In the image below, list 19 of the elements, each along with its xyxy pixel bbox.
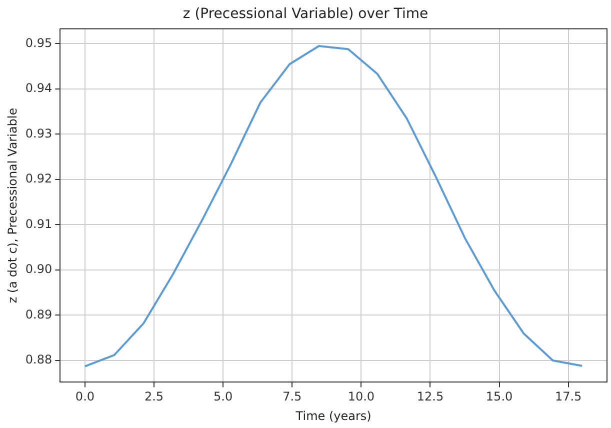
y-axis-title: z (a dot c), Precessional Variable [5,108,20,304]
y-tick-label: 0.89 [25,307,52,322]
x-tick-label: 10.0 [348,390,375,404]
x-tick-label: 17.5 [554,390,582,404]
y-tick-label: 0.90 [25,262,52,276]
x-tick-label: 0.0 [75,390,95,404]
y-tick-label: 0.88 [25,352,52,367]
chart-title: z (Precessional Variable) over Time [182,6,428,22]
y-tick-label: 0.94 [25,81,52,96]
x-tick-label: 7.5 [282,390,302,404]
x-axis-title: Time (years) [294,408,372,423]
y-tick-label: 0.93 [25,126,52,140]
y-tick-label: 0.92 [25,172,52,186]
y-tick-label: 0.95 [25,36,52,50]
x-tick-label: 12.5 [416,390,444,404]
x-tick-label: 2.5 [144,390,164,404]
x-tick-label: 5.0 [214,390,233,404]
y-tick-label: 0.91 [25,216,52,231]
x-tick-label: 15.0 [486,390,513,404]
